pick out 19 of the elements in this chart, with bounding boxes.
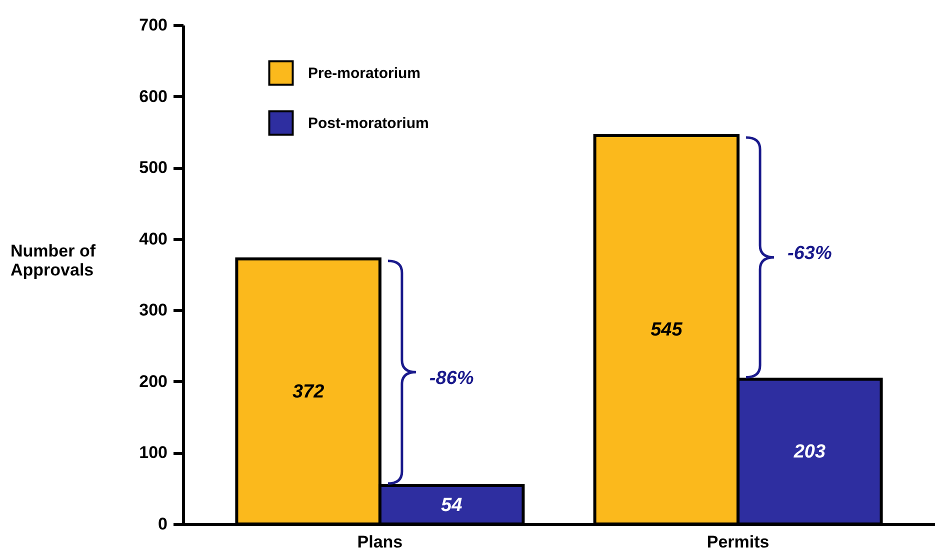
- data-label: 372: [292, 381, 325, 402]
- y-tick-label: 0: [158, 514, 168, 534]
- y-tick-label: 300: [139, 300, 168, 320]
- y-tick-label: 700: [139, 16, 168, 34]
- annotation: -63%: [787, 243, 832, 264]
- annotation: -86%: [429, 368, 474, 389]
- y-tick-label: 500: [139, 158, 168, 178]
- y-axis-title: Number of Approvals: [10, 242, 96, 280]
- data-label: 545: [650, 320, 683, 341]
- data-label: 54: [441, 494, 463, 516]
- y-tick-label: 600: [139, 86, 168, 106]
- y-tick-label: 100: [139, 443, 168, 462]
- x-tick-label: Permits: [706, 532, 770, 552]
- y-tick-label: 400: [139, 229, 168, 248]
- x-tick-label: Plans: [357, 532, 403, 552]
- legend-label: Post-moratorium: [308, 115, 429, 132]
- data-label: 203: [792, 442, 826, 463]
- legend-label: Pre-moratorium: [308, 65, 421, 82]
- y-tick-label: 200: [139, 372, 168, 391]
